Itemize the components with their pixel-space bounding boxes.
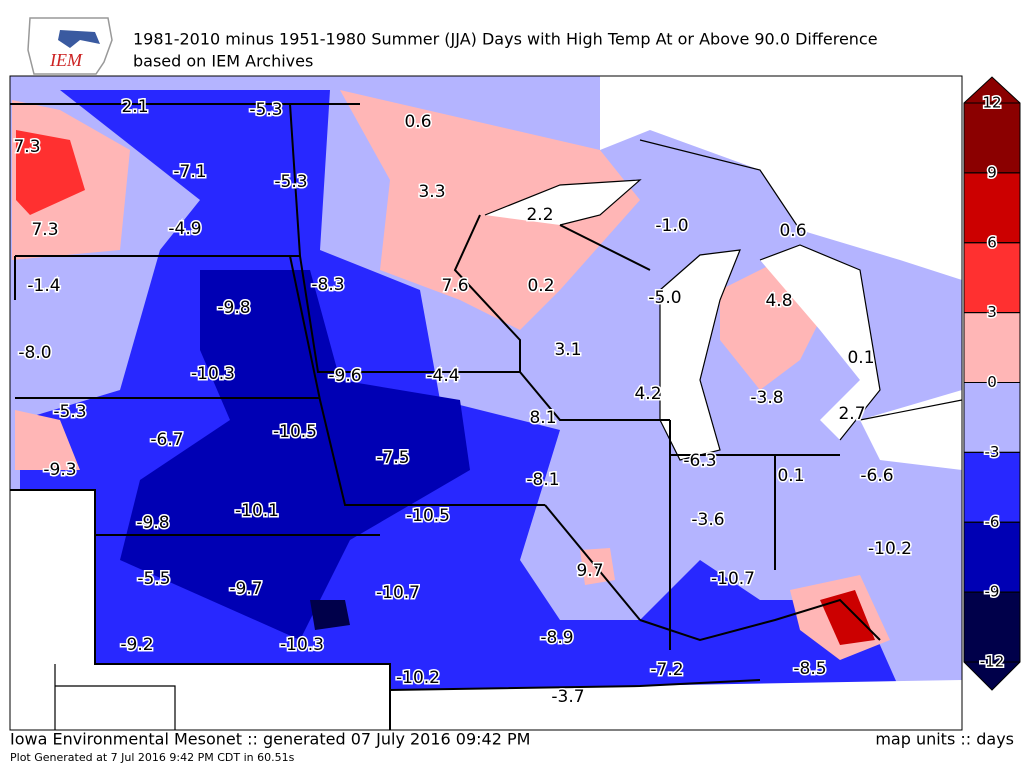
station-value: -4.9 bbox=[168, 219, 201, 239]
station-value: -10.5 bbox=[406, 506, 450, 526]
station-value: 2.7 bbox=[838, 404, 865, 424]
station-value: 0.1 bbox=[777, 466, 804, 486]
footer-small: Plot Generated at 7 Jul 2016 9:42 PM CDT… bbox=[10, 751, 295, 764]
map bbox=[9, 75, 963, 731]
station-value: 7.6 bbox=[441, 276, 468, 296]
station-value: 0.1 bbox=[847, 348, 874, 368]
station-value: -4.4 bbox=[426, 366, 459, 386]
station-value: 7.3 bbox=[31, 220, 58, 240]
station-value: -5.0 bbox=[648, 288, 681, 308]
colorbar-label: -3 bbox=[985, 443, 1000, 461]
station-value: -10.2 bbox=[868, 539, 912, 559]
colorbar-label: 9 bbox=[987, 163, 997, 181]
station-value: 0.2 bbox=[527, 276, 554, 296]
colorbar-label: 12 bbox=[982, 94, 1001, 112]
station-value: 8.1 bbox=[529, 408, 556, 428]
subtitle: based on IEM Archives bbox=[133, 52, 313, 71]
colorbar-label: -9 bbox=[985, 583, 1000, 601]
station-value: 4.8 bbox=[765, 291, 792, 311]
station-value: -10.7 bbox=[711, 569, 755, 589]
colorbar-label: 0 bbox=[987, 373, 997, 391]
station-value: 0.6 bbox=[404, 112, 431, 132]
colorbar-bin bbox=[963, 76, 1021, 174]
footer-right: map units :: days bbox=[875, 730, 1014, 749]
station-value: -8.3 bbox=[311, 275, 344, 295]
station-value: -3.6 bbox=[691, 510, 724, 530]
colorbar: 12 9 6 3 0 -3 -6 -9 -12 bbox=[963, 76, 1021, 691]
station-value: -10.2 bbox=[396, 668, 440, 688]
station-value: -8.9 bbox=[540, 628, 573, 648]
station-value: -7.5 bbox=[376, 448, 409, 468]
station-value: -1.0 bbox=[655, 216, 688, 236]
colorbar-label: -12 bbox=[980, 653, 1005, 671]
station-value: -6.6 bbox=[860, 466, 893, 486]
station-value: 2.1 bbox=[121, 97, 148, 117]
map-labels: 2.1 -5.3 0.6 7.3 -7.1 -5.3 3.3 2.2 -1.0 0.6 7.3 -4.… bbox=[12, 96, 914, 709]
station-value: -3.7 bbox=[551, 687, 584, 707]
station-value: -5.3 bbox=[274, 172, 307, 192]
station-value: -8.5 bbox=[793, 659, 826, 679]
station-value: -5.3 bbox=[249, 100, 282, 120]
station-value: -10.7 bbox=[376, 583, 420, 603]
station-value: 3.3 bbox=[418, 182, 445, 202]
station-value: -1.4 bbox=[27, 276, 60, 296]
station-value: -3.8 bbox=[750, 388, 783, 408]
station-value: -10.3 bbox=[280, 635, 324, 655]
station-value: -8.1 bbox=[526, 470, 559, 490]
station-value: 0.6 bbox=[779, 221, 806, 241]
footer-left: Iowa Environmental Mesonet :: generated … bbox=[10, 730, 530, 749]
station-value: 3.1 bbox=[554, 340, 581, 360]
station-value: -9.3 bbox=[43, 460, 76, 480]
logo-text: IEM bbox=[49, 50, 83, 70]
station-value: -9.8 bbox=[217, 298, 250, 318]
station-value: -9.2 bbox=[120, 635, 153, 655]
station-value: -5.3 bbox=[53, 402, 86, 422]
station-value: 2.2 bbox=[526, 205, 553, 225]
station-value: 4.2 bbox=[634, 384, 661, 404]
logo: IEM bbox=[27, 17, 113, 75]
station-value: -5.5 bbox=[137, 569, 170, 589]
station-value: -10.5 bbox=[273, 422, 317, 442]
station-value: -9.8 bbox=[136, 513, 169, 533]
station-value: -10.3 bbox=[191, 364, 235, 384]
station-value: -9.6 bbox=[328, 366, 361, 386]
station-value: -7.1 bbox=[173, 162, 206, 182]
colorbar-label: 6 bbox=[987, 233, 997, 251]
colorbar-label: -6 bbox=[985, 513, 1000, 531]
colorbar-bin bbox=[963, 591, 1021, 691]
colorbar-label: 3 bbox=[987, 303, 997, 321]
station-value: -6.3 bbox=[683, 451, 716, 471]
station-value: -9.7 bbox=[229, 579, 262, 599]
station-value: -8.0 bbox=[18, 343, 51, 363]
station-value: -6.7 bbox=[150, 430, 183, 450]
title: 1981-2010 minus 1951-1980 Summer (JJA) D… bbox=[133, 30, 878, 49]
station-value: -10.1 bbox=[235, 501, 279, 521]
station-value: 9.7 bbox=[576, 561, 603, 581]
station-value: 7.3 bbox=[13, 137, 40, 157]
station-value: -7.2 bbox=[650, 660, 683, 680]
